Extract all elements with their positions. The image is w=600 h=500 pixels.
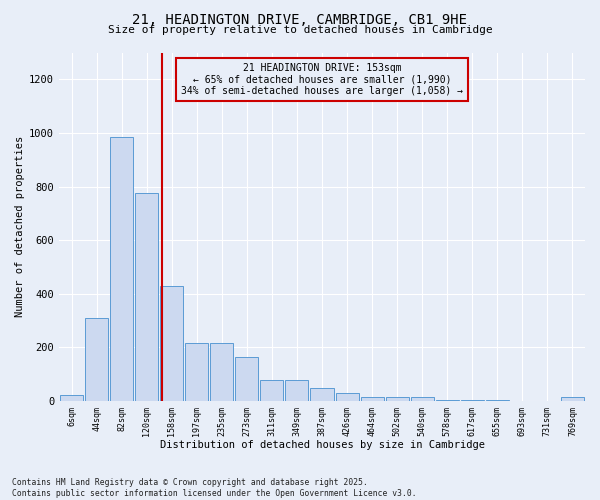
Bar (335, 393, 359, 401)
Text: Size of property relative to detached houses in Cambridge: Size of property relative to detached ho… (107, 25, 493, 35)
Bar (461, 400, 484, 401)
Bar (286, 380, 308, 401)
Bar (135, 193, 158, 401)
Bar (60, 395, 83, 401)
Text: 21, HEADINGTON DRIVE, CAMBRIDGE, CB1 9HE: 21, HEADINGTON DRIVE, CAMBRIDGE, CB1 9HE (133, 12, 467, 26)
Bar (410, 397, 434, 401)
Bar (235, 356, 259, 401)
Y-axis label: Number of detached properties: Number of detached properties (15, 136, 25, 318)
Bar (436, 400, 459, 401)
Bar (110, 137, 133, 401)
Bar (185, 344, 208, 401)
Bar (561, 397, 584, 401)
Bar (486, 400, 509, 401)
X-axis label: Distribution of detached houses by size in Cambridge: Distribution of detached houses by size … (160, 440, 485, 450)
Bar (310, 388, 334, 401)
Bar (361, 397, 383, 401)
Bar (160, 286, 183, 401)
Text: 21 HEADINGTON DRIVE: 153sqm
← 65% of detached houses are smaller (1,990)
34% of : 21 HEADINGTON DRIVE: 153sqm ← 65% of det… (181, 63, 463, 96)
Bar (386, 397, 409, 401)
Bar (260, 380, 283, 401)
Bar (85, 318, 108, 401)
Bar (211, 344, 233, 401)
Text: Contains HM Land Registry data © Crown copyright and database right 2025.
Contai: Contains HM Land Registry data © Crown c… (12, 478, 416, 498)
